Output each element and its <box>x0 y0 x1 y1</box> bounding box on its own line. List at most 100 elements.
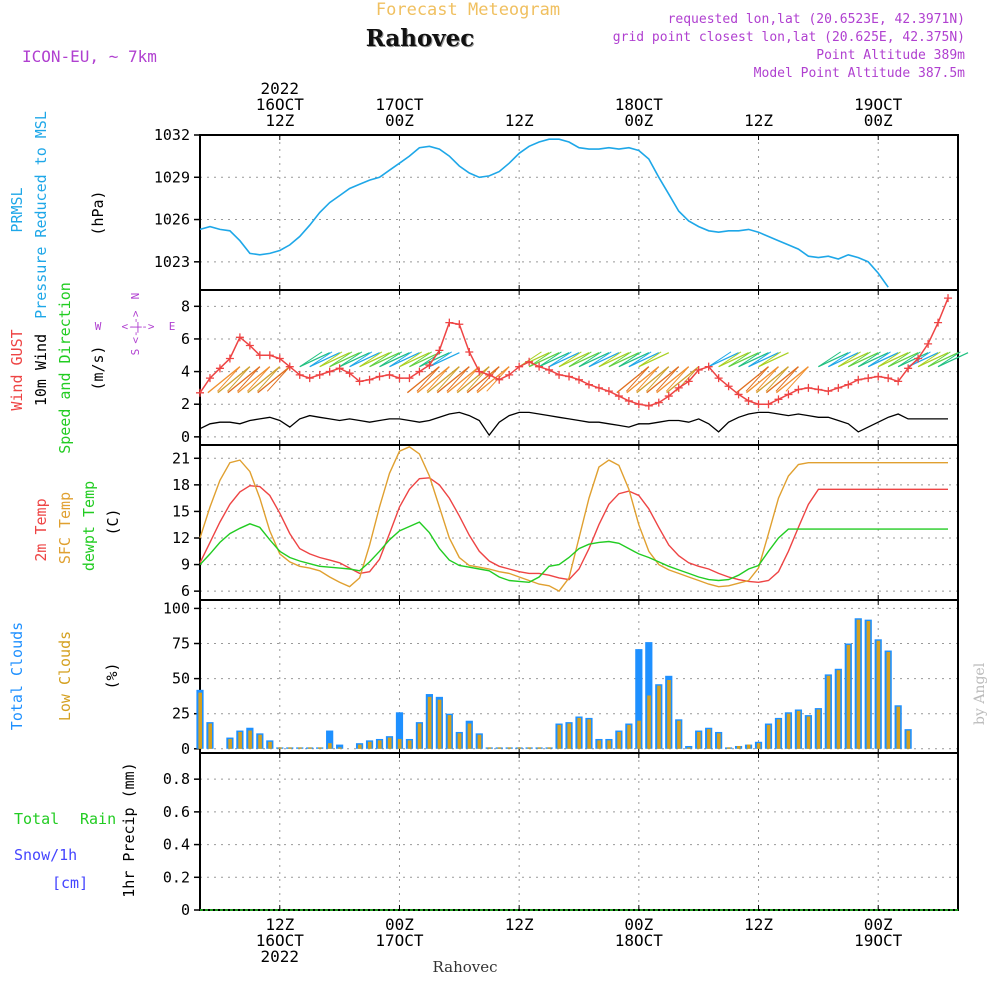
wind-gust-point <box>265 351 274 360</box>
wind-direction-arrow-head <box>758 351 782 368</box>
wind-direction-arrow-head <box>246 366 271 392</box>
wind-gust-point <box>714 374 723 383</box>
wind-gust-point <box>565 372 574 381</box>
wind-direction-arrow <box>476 366 510 394</box>
wind-direction-arrow <box>359 352 390 368</box>
wind-direction-arrow-head <box>399 351 423 368</box>
wind-gust-point <box>335 364 344 373</box>
cloud-low-bar <box>717 733 721 749</box>
cloud-low-bar <box>338 747 342 749</box>
wind-gust-point <box>395 374 404 383</box>
wind-gust-point <box>215 364 224 373</box>
cloud-low-bar <box>248 730 252 749</box>
pressure-label-1: PRMSL <box>8 187 26 232</box>
wind-gust-point <box>744 396 753 405</box>
temperature-ytick-label: 6 <box>181 582 190 600</box>
wind-gust-point <box>495 375 504 384</box>
wind-gust-point <box>475 367 484 376</box>
wind-gust-point <box>415 367 424 376</box>
cloud-low-bar <box>856 619 861 749</box>
wind-direction-arrow <box>446 366 480 394</box>
clouds-ytick-label: 75 <box>172 635 190 653</box>
wind-gust-point <box>614 392 623 401</box>
bottom-time-label: 12Z <box>744 915 773 934</box>
wind-direction-arrow <box>646 366 680 394</box>
cloud-low-bar <box>198 692 202 749</box>
wind-direction-arrow <box>399 352 430 368</box>
wind-gust-point <box>385 370 394 379</box>
pressure-ytick-label: 1023 <box>154 253 190 271</box>
wind-ytick-label: 6 <box>181 330 190 348</box>
cloud-low-bar <box>238 731 242 749</box>
wind-gust-point <box>774 395 783 404</box>
top-time-label: 16OCT <box>256 95 305 114</box>
cloud-low-bar <box>627 724 631 749</box>
cloud-low-bar <box>427 696 432 749</box>
cloud-low-bar <box>537 747 542 749</box>
wind-direction-arrow-head <box>748 351 772 368</box>
wind-direction-arrow <box>887 352 919 368</box>
wind-direction-arrow-head <box>446 366 470 392</box>
wind-direction-arrow <box>838 352 869 368</box>
credit-label: by Angel <box>972 662 988 725</box>
cloud-low-bar <box>417 723 422 749</box>
wind-direction-arrow <box>828 352 859 368</box>
wind-direction-arrow-head <box>309 351 333 368</box>
wind-direction-arrow <box>578 352 610 368</box>
wind-direction-arrow <box>616 366 650 394</box>
cloud-total-bar <box>685 745 693 749</box>
wind-gust-line <box>199 297 949 407</box>
wind-direction-arrow <box>738 352 769 368</box>
cloud-low-bar <box>697 731 701 749</box>
wind-direction-arrow-head <box>419 351 443 368</box>
clouds-label-unit: (%) <box>103 662 121 689</box>
wind-direction-arrow <box>728 352 759 368</box>
bottom-time-label: 00Z <box>624 915 653 934</box>
precip-ytick-label: 0 <box>181 901 190 919</box>
wind-direction-arrow-head <box>217 366 241 392</box>
wind-direction-arrow <box>369 352 400 368</box>
wind-direction-arrow-head <box>755 366 779 392</box>
cloud-low-bar <box>447 715 452 749</box>
bottom-time-label: 00Z <box>864 915 893 934</box>
wind-gust-point <box>295 370 304 379</box>
wind-gust-point <box>924 339 933 348</box>
compass-east: E <box>169 320 176 333</box>
wind-direction-arrow-head <box>528 351 552 368</box>
precip-ytick-label: 0.4 <box>163 836 190 854</box>
wind-gust-point <box>804 383 813 392</box>
wind-direction-arrow <box>456 366 490 394</box>
wind-direction-arrow-head <box>416 366 440 392</box>
wind-gust-point <box>904 364 913 373</box>
wind-direction-arrow-head <box>538 351 562 368</box>
wind-gust-point <box>365 375 374 384</box>
wind-gust-point <box>624 396 633 405</box>
wind-direction-arrow-head <box>838 351 861 368</box>
wind-gust-point <box>225 354 234 363</box>
wind-direction-arrow <box>608 352 640 368</box>
cloud-low-bar <box>766 724 771 749</box>
cloud-low-bar <box>557 724 562 749</box>
wind-direction-arrow-head <box>389 351 413 368</box>
wind-gust-point <box>664 392 673 401</box>
wind-gust-point <box>694 365 703 374</box>
top-time-label: 12Z <box>265 111 294 130</box>
temperature-ytick-label: 15 <box>172 502 190 520</box>
pressure-ytick-label: 1026 <box>154 211 190 229</box>
wind-direction-arrow-head <box>937 351 961 368</box>
wind-direction-arrow-head <box>638 351 662 368</box>
wind-direction-arrow <box>389 352 420 368</box>
wind-gust-point <box>375 372 384 381</box>
wind-direction-arrow-head <box>818 351 841 368</box>
top-time-label: 12Z <box>744 111 773 130</box>
wind-direction-arrow <box>379 352 410 368</box>
cloud-low-bar <box>786 713 791 749</box>
wind-direction-arrow <box>656 366 690 394</box>
header-point-alt: Point Altitude 389m <box>816 48 965 63</box>
header-model: ICON-EU, ~ 7km <box>22 47 157 66</box>
bottom-time-label: 18OCT <box>615 931 664 950</box>
wind-direction-arrow-head <box>568 351 592 368</box>
clouds-ytick-label: 0 <box>181 740 190 758</box>
wind-direction-arrow <box>466 366 500 394</box>
wind-direction-arrow-head <box>227 366 251 392</box>
